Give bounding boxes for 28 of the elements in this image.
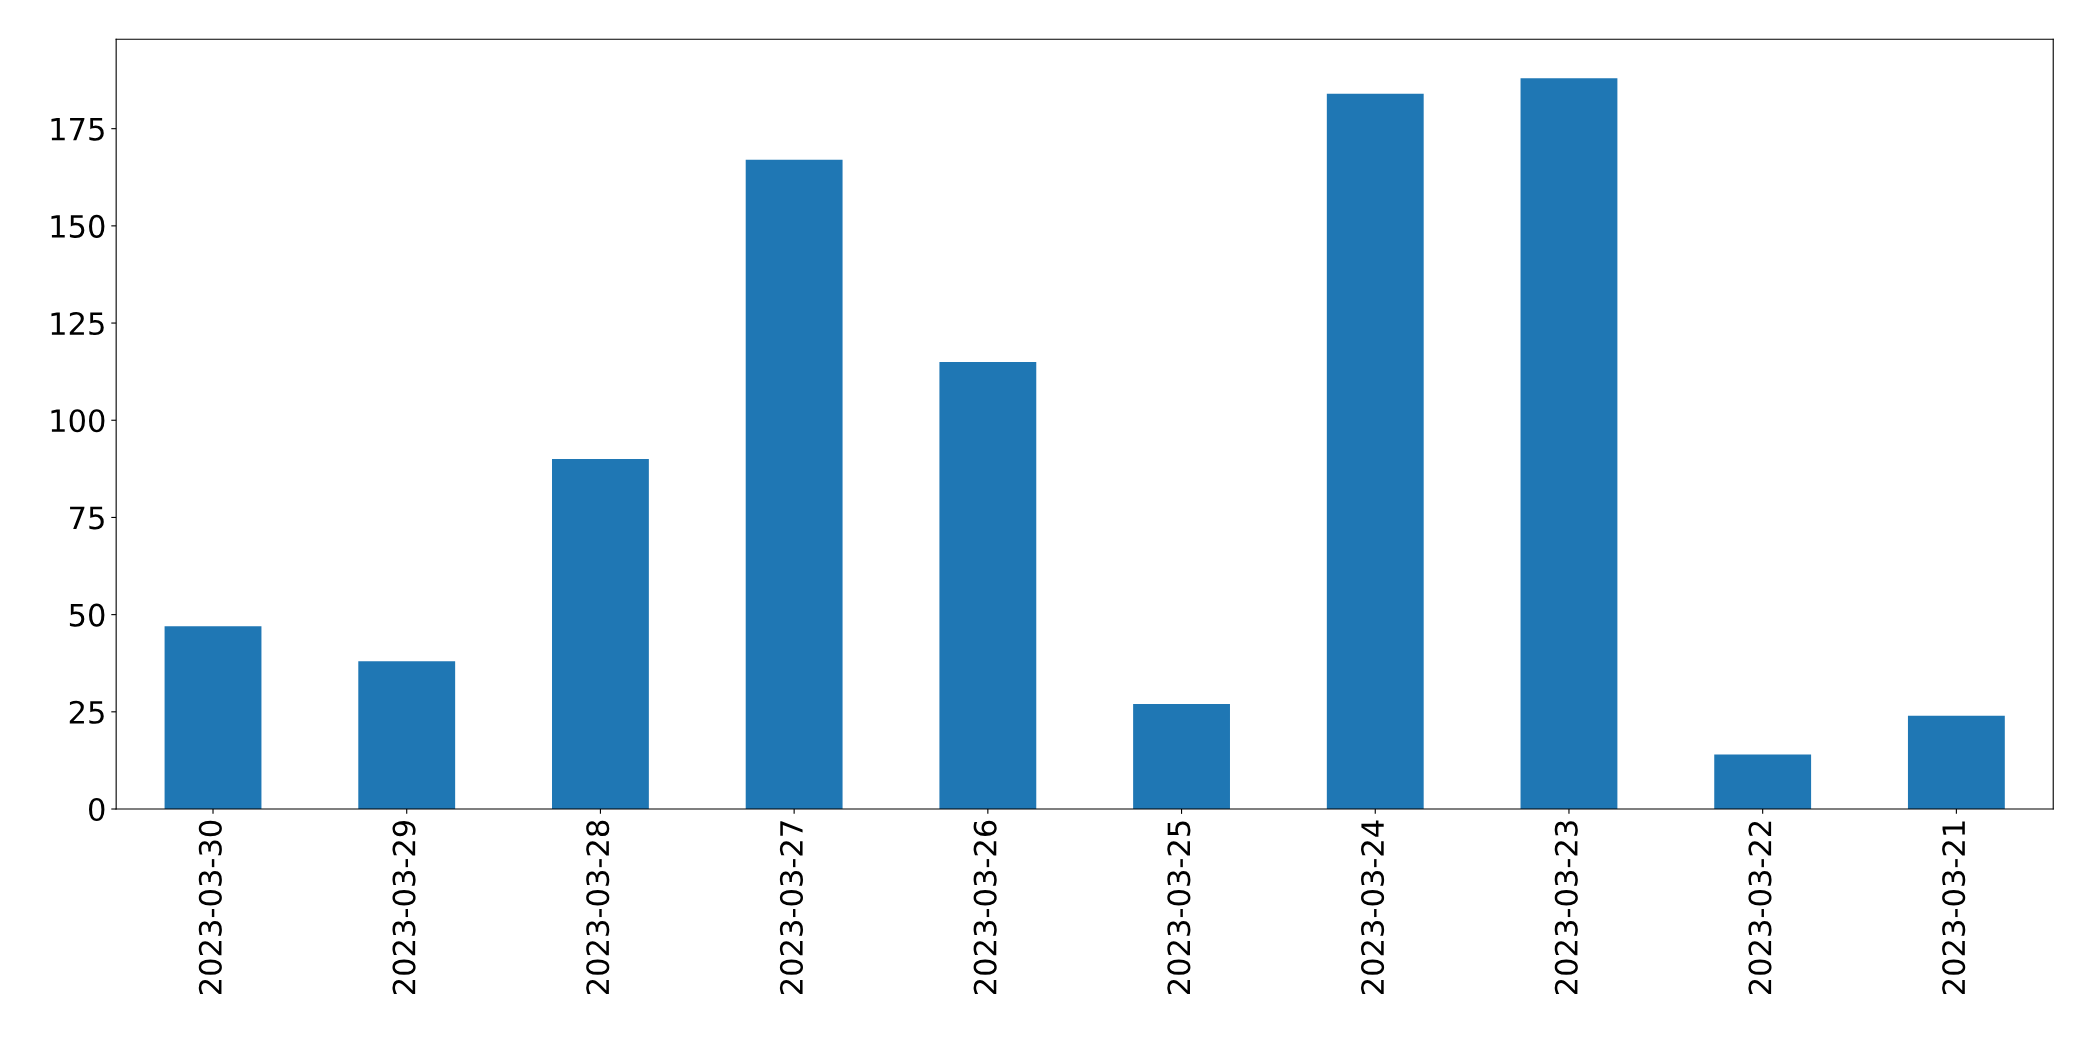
bar (552, 459, 649, 810)
y-tick-label: 150 (51, 214, 105, 238)
bar (939, 361, 1037, 810)
bar (745, 159, 843, 810)
bar (1714, 754, 1812, 810)
x-tick-label: 2023-03-24 (1361, 820, 1385, 995)
y-tick-label: 175 (51, 118, 104, 141)
bar (1326, 93, 1424, 810)
bar (1133, 704, 1230, 810)
x-tick-label: 2023-03-21 (1942, 821, 1966, 995)
bar (1520, 78, 1618, 810)
y-tick-label: 75 (70, 506, 104, 530)
x-tick-label: 2023-03-23 (1554, 821, 1578, 995)
y-tick-label: 25 (69, 700, 104, 724)
x-tick-label: 2023-03-25 (1167, 821, 1191, 995)
bar (1907, 715, 2005, 810)
bar (164, 626, 262, 810)
y-tick-label: 0 (89, 797, 105, 822)
bar (358, 661, 456, 810)
x-tick-label: 2023-03-29 (392, 820, 416, 995)
x-tick-label: 2023-03-28 (586, 820, 610, 995)
y-tick-label: 125 (51, 311, 104, 336)
y-tick-label: 50 (69, 603, 105, 627)
x-tick-label: 2023-03-27 (779, 821, 803, 995)
x-tick-label: 2023-03-30 (198, 820, 222, 995)
y-tick-label: 100 (51, 409, 105, 433)
x-tick-label: 2023-03-26 (973, 820, 997, 995)
x-tick-label: 2023-03-22 (1748, 821, 1772, 995)
